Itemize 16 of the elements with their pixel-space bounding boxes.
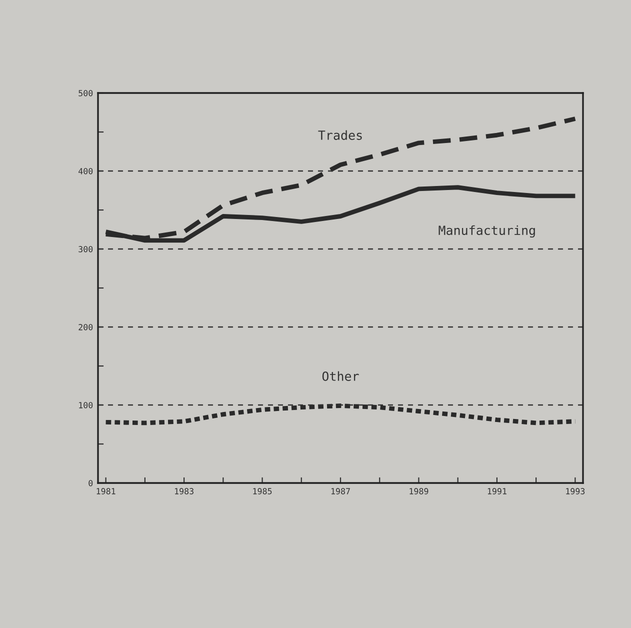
y-tick-label: 100 xyxy=(79,402,93,408)
x-tick-label: 1983 xyxy=(175,488,194,494)
y-tick-label: 300 xyxy=(78,246,93,252)
x-tick-label: 1989 xyxy=(410,488,428,494)
x-tick-label: 1987 xyxy=(331,488,350,494)
y-tick-label: 0 xyxy=(88,480,93,486)
x-tick-label: 1985 xyxy=(253,488,272,494)
text: Other xyxy=(322,371,359,381)
y-tick-label: 400 xyxy=(78,168,93,174)
y-tick-label: 200 xyxy=(78,324,93,330)
series-label: Trades xyxy=(318,130,362,140)
y-tick-label: 500 xyxy=(78,90,93,96)
x-tick-label: 1993 xyxy=(566,488,585,494)
x-tick-label: 1991 xyxy=(488,488,506,494)
x-tick-label: 1981 xyxy=(96,488,116,494)
text: Manufacturing xyxy=(438,225,535,238)
